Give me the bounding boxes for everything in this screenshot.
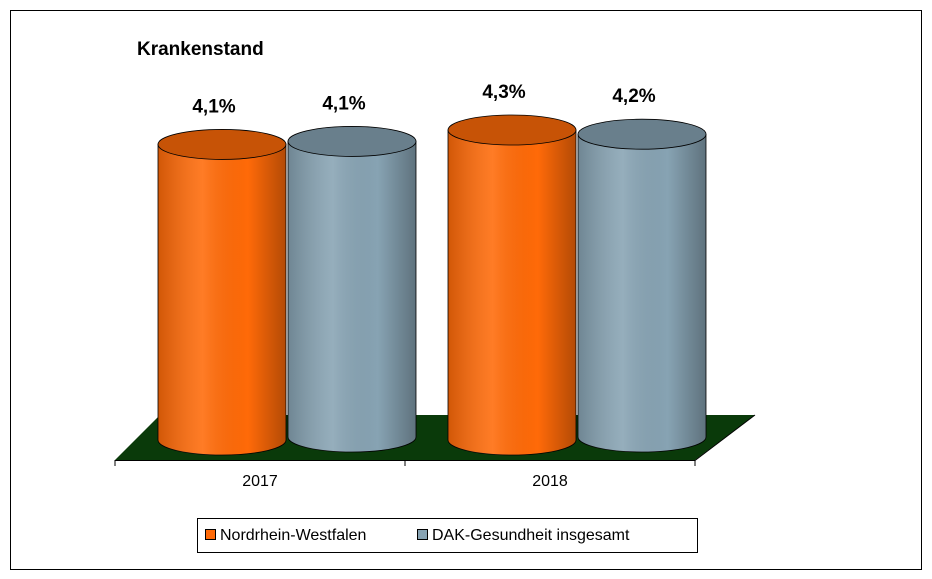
data-label: 4,3%: [482, 82, 525, 103]
bar-shade: [448, 130, 576, 455]
bar-top: [157, 129, 287, 160]
bar: [577, 118, 707, 453]
chart-title: Krankenstand: [137, 39, 264, 60]
bar: [287, 126, 417, 453]
x-axis-depth: [694, 414, 756, 461]
data-label: 4,1%: [192, 96, 235, 117]
bar-top: [577, 118, 707, 150]
bar-top: [287, 126, 417, 157]
x-tick-label: 2017: [242, 473, 278, 490]
legend-swatch: [417, 529, 428, 540]
plot-area: 4,1% 4,1% 4,3% 4,2%: [157, 82, 707, 456]
legend: [197, 518, 698, 553]
bar-top: [447, 114, 577, 146]
bar-shade: [288, 141, 416, 452]
legend-label: DAK-Gesundheit insgesamt: [432, 527, 630, 544]
bar-shade: [578, 134, 706, 453]
legend-label: Nordrhein-Westfalen: [220, 527, 366, 544]
bar: [447, 114, 577, 456]
bar: [157, 129, 287, 456]
data-label: 4,2%: [612, 86, 655, 107]
bar-shade: [158, 144, 286, 455]
legend-swatch: [205, 529, 216, 540]
x-tick-label: 2018: [532, 473, 568, 490]
data-label: 4,1%: [322, 93, 365, 114]
